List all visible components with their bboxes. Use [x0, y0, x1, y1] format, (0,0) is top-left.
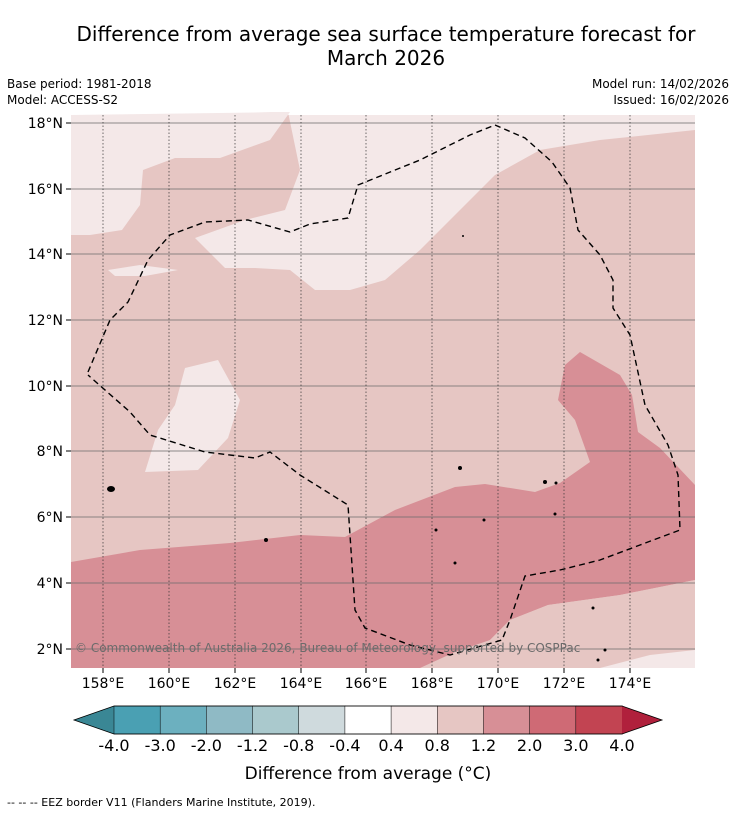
anomaly-patch-small	[108, 265, 178, 276]
colorbar-title: Difference from average (°C)	[244, 764, 492, 784]
colorbar-tick-label: -3.0	[145, 736, 176, 755]
colorbar-tick-label: 2.0	[517, 736, 542, 755]
eez-border	[87, 124, 681, 656]
lat-label: 2°N	[37, 642, 63, 658]
lon-labels: 158°E 160°E 162°E 164°E 166°E 168°E 170°…	[82, 676, 652, 692]
lat-label: 16°N	[28, 182, 63, 198]
colorbar-segment	[344, 705, 392, 735]
lon-tick-marks	[102, 668, 631, 673]
colorbar-segment	[252, 705, 300, 735]
lon-label: 166°E	[345, 676, 388, 692]
lon-label: 160°E	[148, 676, 191, 692]
base-period: Base period: 1981-2018	[7, 77, 152, 91]
map-panel	[71, 112, 695, 668]
colorbar-segment	[483, 705, 531, 735]
colorbar-tick-label: 0.4	[378, 736, 403, 755]
colorbar-tick-label: 1.2	[471, 736, 496, 755]
islands	[107, 235, 607, 662]
lon-label: 174°E	[609, 676, 652, 692]
lat-label: 4°N	[37, 576, 63, 592]
colorbar-over-arrow	[622, 706, 662, 734]
lat-tick-marks	[66, 122, 71, 650]
lon-label: 162°E	[214, 676, 257, 692]
colorbar-segments	[113, 705, 623, 735]
colorbar-under-arrow	[74, 706, 114, 734]
eez-legend-note: -- -- -- EEZ border V11 (Flanders Marine…	[7, 796, 316, 809]
colorbar-tick-label: 0.8	[425, 736, 450, 755]
lon-label: 170°E	[477, 676, 520, 692]
lon-gridlines	[102, 115, 631, 668]
anomaly-band-lower-right	[460, 580, 695, 668]
colorbar-labels: -4.0 -3.0 -2.0 -1.2 -0.8 -0.4 0.4 0.8 1.2 2.0 3.0 4…	[98, 736, 634, 755]
colorbar-tick-label: -2.0	[191, 736, 222, 755]
chart-title: Difference from average sea surface temp…	[40, 22, 732, 70]
colorbar-tick-label: -0.4	[329, 736, 360, 755]
colorbar-segment	[159, 705, 208, 735]
colorbar-segment	[113, 705, 161, 735]
copyright-notice: © Commonwealth of Australia 2026, Bureau…	[75, 641, 581, 655]
colorbar-tick-label: 4.0	[609, 736, 634, 755]
colorbar-outline	[72, 705, 664, 735]
lat-gridlines	[71, 122, 695, 650]
colorbar-segment	[390, 705, 439, 735]
colorbar-segment	[529, 705, 577, 735]
colorbar-segment	[437, 705, 485, 735]
title-line-1: Difference from average sea surface temp…	[76, 22, 696, 46]
colorbar-segment	[298, 705, 346, 735]
anomaly-band-0-4-0-8	[71, 112, 695, 290]
lat-label: 12°N	[28, 313, 63, 329]
colorbar-tick-label: -1.2	[237, 736, 268, 755]
lat-label: 8°N	[37, 444, 63, 460]
colorbar-tick-label: -0.8	[283, 736, 314, 755]
lat-label: 6°N	[37, 510, 63, 526]
model-name: Model: ACCESS-S2	[7, 93, 119, 107]
lat-label: 18°N	[28, 116, 63, 132]
anomaly-patch-corner	[600, 650, 695, 668]
lon-label: 168°E	[411, 676, 454, 692]
colorbar-segment	[206, 705, 254, 735]
meta-right: Model run: 14/02/2026 Issued: 16/02/2026	[592, 76, 729, 108]
lon-label: 172°E	[543, 676, 586, 692]
lat-labels: 18°N 16°N 14°N 12°N 10°N 8°N 6°N 4°N 2°N	[28, 116, 63, 658]
model-run: Model run: 14/02/2026	[591, 77, 729, 91]
lat-label: 14°N	[28, 247, 63, 263]
anomaly-band-1-2-2-0	[71, 352, 695, 668]
lon-label: 158°E	[82, 676, 125, 692]
colorbar-tick-label: -4.0	[98, 736, 129, 755]
lon-label: 164°E	[280, 676, 323, 692]
title-line-2: March 2026	[326, 46, 446, 70]
colorbar-tick-label: 3.0	[563, 736, 588, 755]
colorbar: -4.0 -3.0 -2.0 -1.2 -0.8 -0.4 0.4 0.8 1.2 2.0 3.0 4…	[72, 705, 664, 755]
issued-date: Issued: 16/02/2026	[613, 93, 729, 107]
meta-left: Base period: 1981-2018 Model: ACCESS-S2	[7, 76, 152, 108]
colorbar-segment	[575, 705, 623, 735]
lat-label: 10°N	[28, 379, 63, 395]
